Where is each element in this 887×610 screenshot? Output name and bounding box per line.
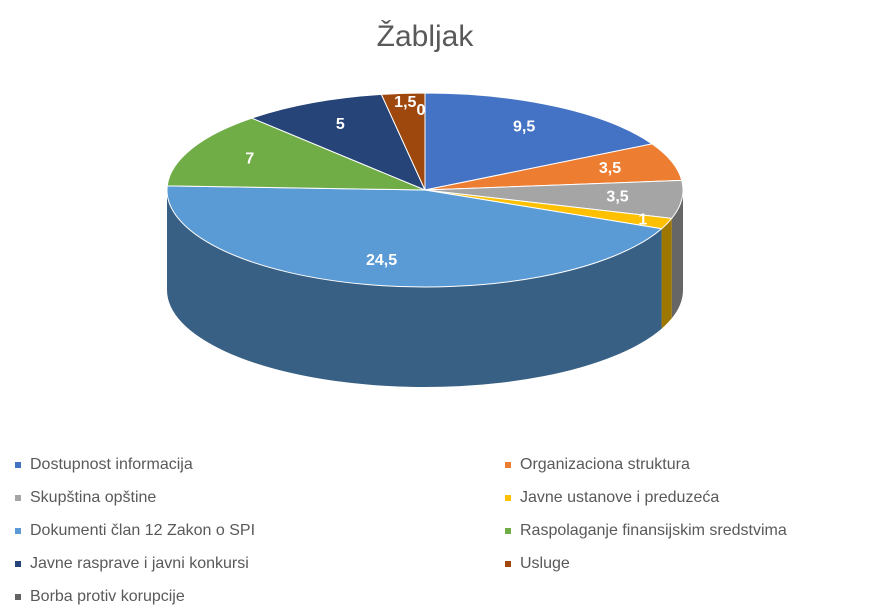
legend-label: Borba protiv korupcije	[30, 588, 185, 605]
data-label: 7	[245, 150, 254, 167]
pie-side	[167, 190, 662, 387]
chart-title: Žabljak	[377, 20, 475, 53]
data-label: 9,5	[513, 119, 535, 136]
legend-swatch	[505, 528, 511, 534]
pie-side	[671, 190, 683, 319]
legend-swatch	[15, 528, 21, 534]
legend-swatch	[15, 561, 21, 567]
pie-side	[661, 218, 672, 329]
legend-label: Organizaciona struktura	[520, 456, 690, 473]
data-label: 24,5	[366, 252, 397, 269]
pie-slice	[166, 117, 426, 191]
legend-label: Dostupnost informacija	[30, 456, 193, 473]
legend-swatch	[505, 462, 511, 468]
data-label: 3,5	[599, 160, 621, 177]
legend-swatch	[15, 462, 21, 468]
legend-label: Raspolaganje finansijskim sredstvima	[520, 522, 787, 539]
legend-swatch	[505, 561, 511, 567]
data-label: 1,5	[394, 94, 416, 111]
legend-label: Javne ustanove i preduzeća	[520, 489, 719, 506]
legend-label: Skupština opštine	[30, 489, 156, 506]
pie-slice	[424, 92, 654, 191]
data-label: 0	[416, 102, 425, 119]
data-label: 3,5	[606, 188, 628, 205]
data-label: 1	[638, 211, 647, 228]
legend-swatch	[15, 495, 21, 501]
pie-slice	[166, 185, 663, 288]
data-label: 5	[336, 116, 345, 133]
legend-swatch	[505, 495, 511, 501]
legend-label: Usluge	[520, 555, 570, 572]
pie-slice	[250, 93, 426, 191]
legend-swatch	[15, 594, 21, 600]
legend-label: Javne rasprave i javni konkursi	[30, 555, 249, 572]
legend-label: Dokumenti član 12 Zakon o SPI	[30, 522, 255, 539]
